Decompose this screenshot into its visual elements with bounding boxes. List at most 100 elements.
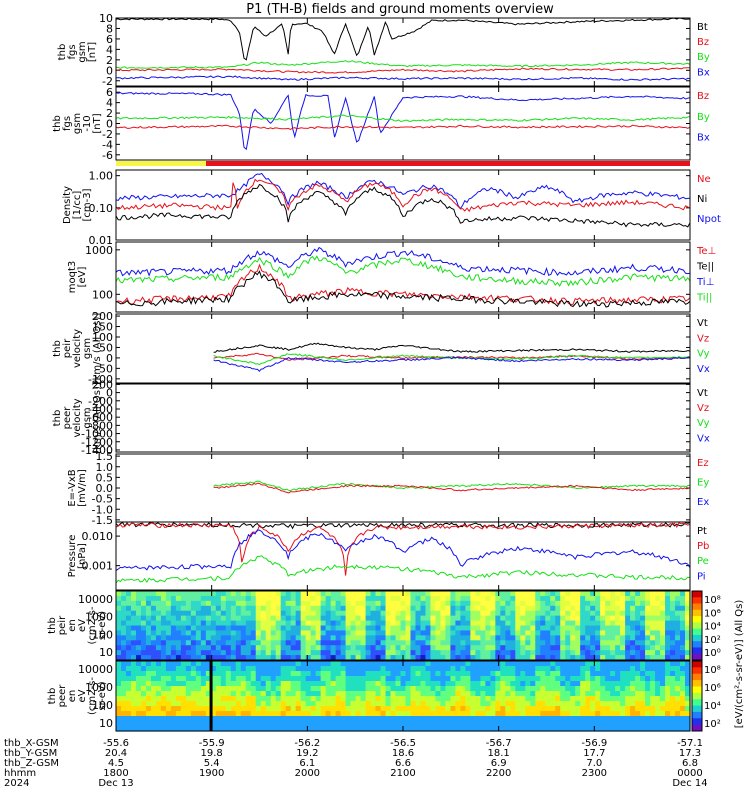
spectrogram-cell	[170, 591, 177, 597]
spectrogram-cell	[170, 691, 177, 697]
spectrogram-cell	[125, 676, 132, 682]
spectrogram-cell	[540, 625, 546, 632]
spectrogram-cell	[370, 711, 377, 717]
spectrogram-cell	[250, 595, 257, 602]
spectrogram-cell	[235, 615, 242, 622]
spectrogram-cell	[230, 640, 237, 646]
spectrogram-cell	[385, 701, 392, 707]
spectrogram-cell	[160, 655, 167, 661]
spectrogram-cell	[395, 691, 402, 697]
spectrogram-cell	[535, 655, 541, 661]
spectrogram-cell	[215, 635, 222, 641]
spectrogram-cell	[380, 610, 387, 617]
spectrogram-cell	[395, 696, 402, 702]
spectrogram-cell	[570, 701, 576, 707]
colorbar-tick: 10⁶	[704, 683, 721, 694]
spectrogram-cell	[555, 711, 561, 717]
spectrogram-cell	[670, 595, 676, 602]
spectrogram-cell	[630, 686, 636, 692]
spectrogram-cell	[470, 625, 476, 632]
spectrogram-cell	[135, 635, 142, 641]
spectrogram-cell	[160, 620, 167, 627]
spectrogram-cell	[495, 645, 501, 651]
spectrogram-cell	[600, 620, 606, 627]
spectrogram-cell	[130, 605, 137, 612]
spectrogram-cell	[655, 655, 661, 661]
spectrogram-cell	[135, 591, 142, 597]
spectrogram-cell	[500, 640, 506, 646]
spectrogram-cell	[605, 686, 611, 692]
spectrogram-cell	[305, 605, 312, 612]
spectrogram-cell	[240, 716, 247, 722]
spectrogram-cell	[490, 671, 496, 677]
spectrogram-cell	[175, 620, 182, 627]
spectrogram-cell	[255, 591, 262, 597]
spectrogram-cell	[505, 661, 511, 667]
spectrogram-cell	[495, 706, 501, 712]
spectrogram-cell	[125, 640, 132, 646]
spectrogram-cell	[175, 726, 182, 732]
spectrogram-cell	[240, 655, 247, 661]
spectrogram-cell	[345, 701, 352, 707]
spectrogram-cell	[200, 605, 207, 612]
spectrogram-cell	[205, 681, 212, 687]
spectrogram-cell	[445, 605, 452, 612]
spectrogram-cell	[200, 655, 207, 661]
spectrogram-cell	[520, 701, 526, 707]
spectrogram-cell	[585, 615, 591, 622]
spectrogram-cell	[140, 591, 147, 597]
spectrogram-cell	[260, 706, 267, 712]
spectrogram-cell	[650, 615, 656, 622]
spectrogram-cell	[420, 635, 427, 641]
spectrogram-cell	[315, 650, 322, 656]
spectrogram-cell	[265, 600, 272, 607]
spectrogram-cell	[195, 625, 202, 632]
spectrogram-cell	[550, 716, 556, 722]
spectrogram-cell	[685, 591, 691, 597]
spectrogram-cell	[205, 650, 212, 656]
spectrogram-cell	[505, 591, 511, 597]
spectrogram-cell	[565, 645, 571, 651]
spectrogram-cell	[515, 615, 521, 622]
spectrogram-cell	[260, 645, 267, 651]
spectrogram-cell	[150, 681, 157, 687]
spectrogram-cell	[435, 600, 442, 607]
spectrogram-cell	[640, 595, 646, 602]
spectrogram-cell	[680, 600, 686, 607]
spectrogram-cell	[170, 711, 177, 717]
spectrogram-cell	[165, 686, 172, 692]
spectrogram-cell	[240, 605, 247, 612]
spectrogram-cell	[290, 635, 297, 641]
spectrogram-cell	[380, 696, 387, 702]
colorbar-swatch	[692, 673, 702, 681]
spectrogram-cell	[530, 610, 536, 617]
spectrogram-cell	[375, 645, 382, 651]
spectrogram-cell	[145, 696, 152, 702]
spectrogram-cell	[165, 650, 172, 656]
spectrogram-cell	[450, 615, 457, 622]
spectrogram-cell	[330, 716, 337, 722]
spectrogram-cell	[375, 686, 382, 692]
spectrogram-cell	[360, 701, 367, 707]
spectrogram-cell	[135, 605, 142, 612]
spectrogram-cell	[490, 595, 496, 602]
spectrogram-cell	[385, 635, 392, 641]
spectrogram-cell	[330, 721, 337, 727]
spectrogram-cell	[245, 630, 252, 636]
ylabel-line: gsm	[82, 338, 93, 359]
spectrogram-cell	[445, 676, 452, 682]
spectrogram-cell	[550, 625, 556, 632]
spectrogram-cell	[650, 666, 656, 672]
spectrogram-cell	[130, 630, 137, 636]
spectrogram-cell	[325, 610, 332, 617]
spectrogram-cell	[390, 716, 397, 722]
spectrogram-cell	[295, 721, 302, 727]
spectrogram-cell	[655, 620, 661, 627]
spectrogram-cell	[535, 716, 541, 722]
spectrogram-cell	[235, 620, 242, 627]
spectrogram-cell	[535, 591, 541, 597]
spectrogram-cell	[285, 661, 292, 667]
spectrogram-cell	[400, 605, 407, 612]
spectrogram-cell	[405, 691, 412, 697]
spectrogram-cell	[310, 620, 317, 627]
